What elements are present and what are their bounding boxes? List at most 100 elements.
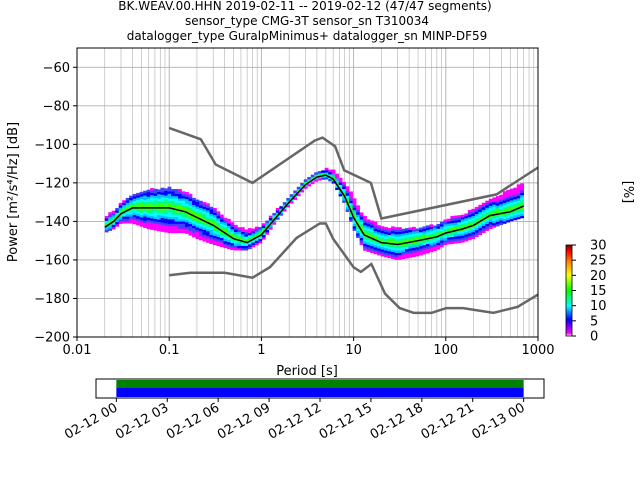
psd-density-cell <box>464 238 469 242</box>
timeline-bar-processed <box>116 380 524 388</box>
psd-density-cell <box>391 249 395 253</box>
psd-density-cell <box>516 209 521 213</box>
psd-density-cell <box>164 225 168 228</box>
psd-density-cell <box>181 202 186 206</box>
psd-density-cell <box>384 236 388 239</box>
psd-density-cell <box>192 225 196 229</box>
psd-density-cell <box>436 247 441 250</box>
psd-density-cell <box>143 193 147 196</box>
psd-density-cell <box>457 219 462 223</box>
timeline-tick-label: 02-12 00 <box>62 400 120 442</box>
psd-density-cell <box>450 220 455 224</box>
psd-density-cell <box>108 214 113 218</box>
psd-density-cell <box>478 211 483 215</box>
psd-density-cell <box>439 231 444 234</box>
psd-density-cell <box>520 213 525 216</box>
psd-density-cell <box>226 241 231 245</box>
psd-density-cell <box>202 208 207 212</box>
psd-density-cell <box>174 226 179 229</box>
psd-density-cell <box>506 212 511 216</box>
psd-density-cell <box>439 226 444 229</box>
psd-density-cell <box>174 230 179 234</box>
psd-density-cell <box>146 222 151 225</box>
psd-density-cell <box>181 200 186 204</box>
psd-density-cell <box>279 213 284 216</box>
psd-density-cell <box>429 228 434 232</box>
psd-density-cell <box>108 216 113 220</box>
psd-density-cell <box>171 200 175 204</box>
psd-density-cell <box>356 216 360 220</box>
psd-density-cell <box>181 212 186 215</box>
psd-density-cell <box>415 233 420 236</box>
psd-density-cell <box>195 229 200 233</box>
psd-density-cell <box>387 232 392 236</box>
psd-density-cell <box>377 239 381 242</box>
psd-density-cell <box>233 236 238 239</box>
psd-density-cell <box>174 198 179 201</box>
colorbar-tick-label: 15 <box>590 284 607 299</box>
x-tick-label: 10 <box>345 343 362 358</box>
psd-density-cell <box>167 216 172 220</box>
psd-density-cell <box>436 242 441 246</box>
psd-density-cell <box>261 223 266 226</box>
psd-density-cell <box>425 229 430 233</box>
psd-density-cell <box>206 240 210 243</box>
psd-density-cell <box>488 221 493 225</box>
psd-density-cell <box>377 236 381 240</box>
psd-density-cell <box>422 228 427 232</box>
psd-density-cell <box>185 229 189 232</box>
psd-density-cell <box>380 251 385 255</box>
psd-density-cell <box>439 237 444 241</box>
psd-density-cell <box>335 187 339 191</box>
psd-density-cell <box>377 229 381 233</box>
psd-density-cell <box>153 221 158 224</box>
psd-density-cell <box>202 204 207 207</box>
psd-density-cell <box>223 227 228 230</box>
psd-density-cell <box>474 223 479 226</box>
psd-density-cell <box>132 205 137 209</box>
psd-density-cell <box>520 194 525 198</box>
psd-density-cell <box>457 224 462 227</box>
psd-density-cell <box>509 214 514 217</box>
psd-density-cell <box>520 201 525 205</box>
psd-density-cell <box>111 224 116 228</box>
psd-density-cell <box>471 234 476 237</box>
psd-density-cell <box>258 236 263 239</box>
psd-density-cell <box>418 236 423 240</box>
psd-density-cell <box>251 230 256 234</box>
psd-density-cell <box>520 206 525 209</box>
psd-density-cell <box>474 211 479 215</box>
psd-density-cell <box>405 235 409 238</box>
psd-density-cell <box>247 237 252 240</box>
psd-density-cell <box>139 219 144 223</box>
psd-density-cell <box>331 171 336 175</box>
psd-density-cell <box>307 176 312 180</box>
psd-density-cell <box>188 228 193 231</box>
psd-plot-area: 0.01 0.1 1 10 100 1000 −200 −180 −160 −140 −120 −1… <box>34 47 555 358</box>
psd-density-cell <box>199 216 203 220</box>
psd-density-cell <box>415 242 420 245</box>
psd-density-cell <box>164 211 168 215</box>
psd-density-cell <box>356 205 360 208</box>
psd-density-cell <box>178 226 182 229</box>
median-curve <box>104 174 524 246</box>
psd-density-cell <box>446 232 451 236</box>
psd-density-cell <box>174 209 179 213</box>
psd-density-cell <box>143 190 147 194</box>
psd-density-cell <box>212 217 217 220</box>
psd-density-cell <box>370 225 374 228</box>
psd-density-cell <box>139 221 144 225</box>
psd-density-cell <box>366 237 371 241</box>
psd-density-cell <box>429 233 434 237</box>
psd-density-cell <box>436 228 441 232</box>
psd-density-cell <box>391 235 395 239</box>
psd-density-cell <box>136 199 140 203</box>
y-tick-label: −140 <box>34 215 70 230</box>
psd-density-cell <box>405 230 409 233</box>
psd-density-cell <box>212 226 217 229</box>
psd-density-cell <box>492 225 497 228</box>
psd-density-cell <box>398 257 402 260</box>
psd-density-cell <box>206 226 210 229</box>
psd-density-cell <box>499 199 504 202</box>
psd-density-cell <box>335 173 339 177</box>
